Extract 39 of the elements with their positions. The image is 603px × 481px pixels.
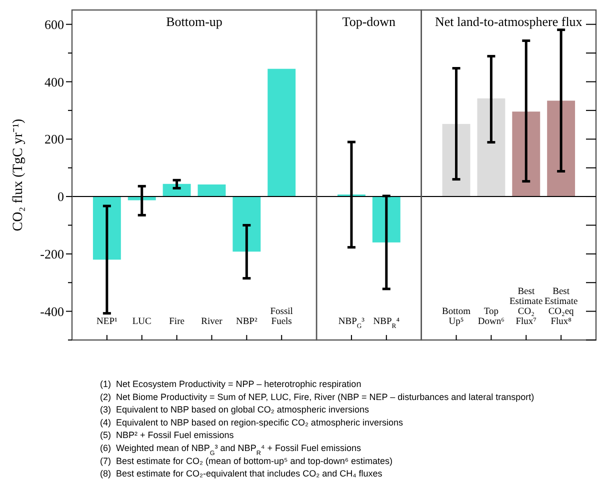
bar	[162, 184, 191, 197]
y-tick-label: 200	[44, 132, 64, 147]
bar	[92, 196, 121, 260]
y-tick-label: -200	[40, 246, 64, 262]
text: (3) Equivalent to NBP based on global CO₂ atmospheric inversions	[100, 404, 370, 415]
y-axis-title: CO₂ flux (TgC yr⁻¹)	[11, 118, 26, 232]
x-tick-label: Fossil Fuels	[270, 307, 294, 327]
bar	[547, 100, 576, 197]
bar	[232, 196, 261, 252]
y-tick-label: -400	[40, 304, 64, 319]
y-tick-label: 400	[44, 74, 64, 90]
text: (7) Best estimate for CO₂ (mean of bottom-up⁵ and top-down⁶ estimates)	[100, 456, 393, 466]
chart-title: Net land-to-atmosphere flux	[435, 14, 583, 29]
x-tick-label: Top Down⁶	[478, 307, 504, 327]
x-tick-label: Fire	[169, 317, 184, 327]
bar	[268, 68, 296, 197]
chart-title: Top-down	[342, 14, 396, 29]
x-tick-label: NBP$_{G}$³	[338, 317, 365, 330]
x-tick-label: Best Estimate CO₂eq Flux⁸	[544, 287, 578, 327]
x-tick-label: LUC	[132, 317, 152, 327]
text: (5) NBP² + Fossil Fuel emissions	[100, 430, 234, 440]
text: (6) Weighted mean of NBP$_{G}$³ and NBP$_{R}$⁴ + Fossil Fuel emissions	[100, 443, 362, 456]
x-tick-label: NBP²	[236, 317, 258, 327]
x-tick-label: NBP$_{R}$⁴	[373, 317, 400, 330]
x-tick-label: NEP¹	[96, 317, 118, 327]
bar	[198, 184, 226, 197]
bar	[512, 112, 540, 197]
bar	[477, 98, 506, 197]
text: (2) Net Biome Productivity = Sum of NEP, LUC, Fire, River (NBP = NEP – disturbances and lateral transport)	[100, 392, 534, 402]
x-tick-label: Best Estimate CO₂ Flux⁷	[510, 287, 543, 327]
text: (8) Best estimate for CO₂-equivalent that includes CO₂ and CH₄ fluxes	[100, 468, 383, 479]
y-tick-label: 0	[58, 189, 64, 204]
bar	[442, 124, 470, 197]
x-tick-label: Bottom Up⁵	[442, 307, 472, 327]
y-tick-label: 600	[44, 16, 64, 32]
text: (4) Equivalent to NBP based on region-specific CO₂ atmospheric inversions	[100, 417, 404, 428]
chart-title: Bottom-up	[166, 14, 222, 29]
x-tick-label: River	[201, 317, 224, 327]
text: (1) Net Ecosystem Productivity = NPP – heterotrophic respiration	[100, 379, 362, 389]
